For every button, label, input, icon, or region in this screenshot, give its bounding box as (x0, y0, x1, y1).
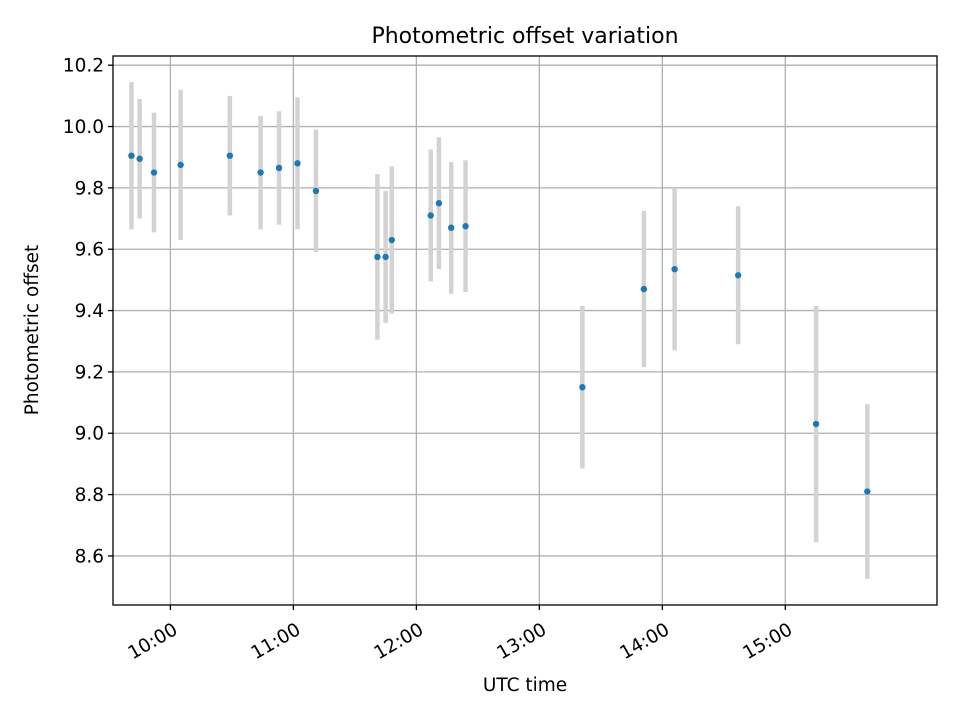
y-tick-label: 9.8 (75, 178, 104, 199)
y-tick-label: 10.0 (63, 117, 104, 138)
data-point (257, 169, 264, 176)
data-point (640, 285, 648, 293)
y-tick-label: 8.8 (75, 485, 104, 506)
data-point (864, 488, 871, 495)
grid (113, 56, 937, 605)
y-axis-label: Photometric offset (22, 245, 43, 416)
data-point (177, 161, 184, 169)
data-point (388, 236, 395, 244)
y-tick-label: 10.2 (63, 56, 104, 77)
chart-title: Photometric offset variation (371, 24, 678, 49)
data-point (275, 164, 283, 172)
y-tick-label: 9.4 (75, 301, 104, 322)
data-point (382, 253, 389, 261)
y-axis-ticks: 8.6 8.8 9.0 9.2 9.4 9.6 9.8 10.0 10.2 (63, 56, 113, 567)
data-point (734, 272, 742, 279)
data-points (128, 152, 871, 495)
data-point (312, 187, 320, 195)
data-point (136, 155, 143, 162)
data-point (579, 384, 586, 391)
axes-frame (112, 55, 938, 606)
y-tick-label: 8.6 (75, 546, 104, 567)
data-point (374, 253, 381, 261)
data-point (448, 224, 455, 231)
data-point (294, 160, 301, 167)
x-axis-label: UTC time (483, 675, 567, 696)
data-point (462, 223, 469, 230)
y-tick-label: 9.6 (75, 240, 104, 261)
y-tick-label: 9.2 (75, 362, 104, 383)
y-tick-label: 9.0 (75, 424, 104, 445)
data-point (427, 212, 434, 219)
data-point (812, 420, 820, 428)
data-point (435, 200, 443, 207)
data-point (226, 152, 234, 159)
data-point (671, 265, 678, 273)
data-point (150, 169, 158, 176)
data-point (128, 152, 135, 159)
